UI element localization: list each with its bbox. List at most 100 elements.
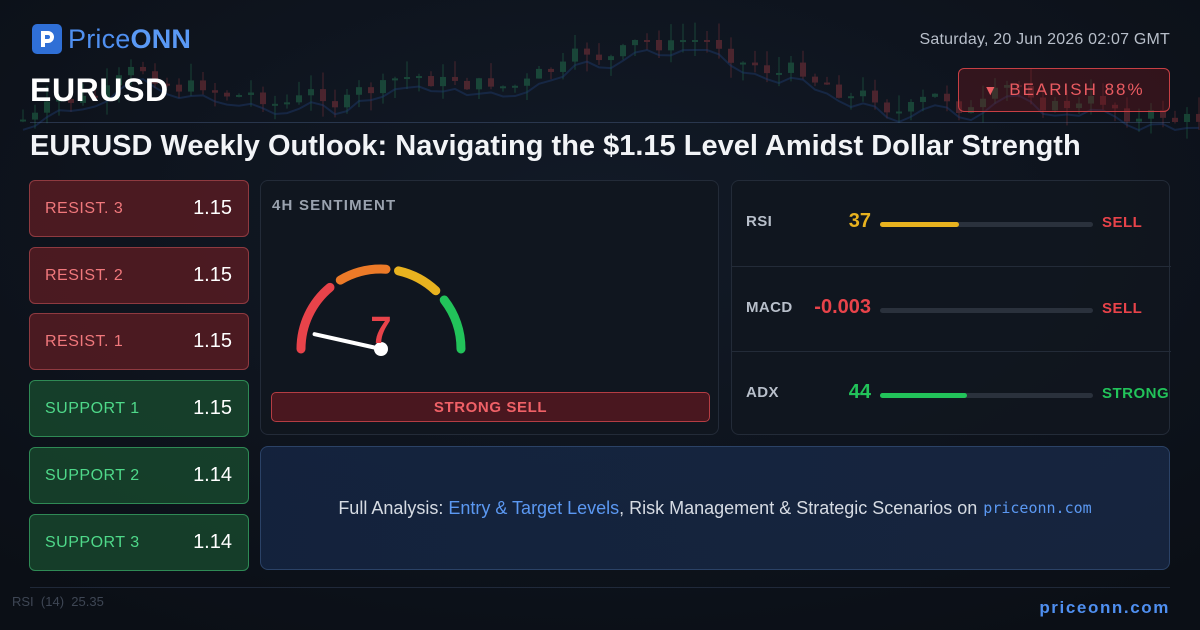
bg-candle-body	[68, 99, 74, 103]
bg-candle-body	[560, 61, 566, 72]
bg-candle-body	[236, 94, 242, 97]
gauge-needle	[312, 332, 383, 351]
bg-candle-body	[1148, 110, 1154, 119]
bg-candle-body	[464, 80, 470, 90]
level-card-resist-3: RESIST. 3 1.15	[29, 180, 249, 237]
title-divider	[30, 122, 1170, 123]
bg-candle-body	[908, 102, 914, 112]
bg-candle-body	[56, 99, 62, 102]
bg-candle-body	[764, 65, 770, 74]
bg-candle-body	[140, 66, 146, 72]
bg-candle-body	[212, 90, 218, 93]
bg-candle-body	[548, 68, 554, 72]
bg-candle-body	[896, 111, 902, 114]
gauge-hub	[374, 342, 388, 356]
level-value: 1.15	[193, 197, 232, 219]
bg-candle-body	[1160, 110, 1166, 118]
bg-candle-body	[176, 84, 182, 92]
bg-candle-body	[716, 40, 722, 49]
logo-mark-icon	[32, 24, 62, 54]
bg-candle-body	[476, 78, 482, 90]
indicator-value: 44	[848, 381, 871, 403]
indicator-row-adx: ADX 44 STRONG	[732, 351, 1171, 436]
level-value: 1.14	[193, 464, 232, 486]
promo-middle: , Risk Management & Strategic Scenarios …	[619, 497, 978, 518]
footer-site-link[interactable]: priceonn.com	[1039, 598, 1170, 617]
headline: EURUSD Weekly Outlook: Navigating the $1…	[30, 130, 1081, 162]
sentiment-gauge: 7	[296, 264, 466, 356]
bg-candle-body	[692, 40, 698, 42]
bg-candle-body	[1184, 113, 1190, 122]
gauge-segment-red	[296, 282, 335, 354]
bg-candle-body	[812, 76, 818, 83]
gauge-segment-orange	[335, 264, 391, 285]
level-card-resist-1: RESIST. 1 1.15	[29, 313, 249, 370]
bg-candle-body	[656, 40, 662, 51]
indicator-name: RSI	[746, 213, 773, 230]
bg-candle-body	[824, 82, 830, 85]
bg-candle-body	[1064, 100, 1070, 109]
bg-candle-body	[1100, 95, 1106, 105]
background-rsi-label: RSI (14) 25.35	[12, 594, 104, 609]
bg-candle-body	[848, 96, 854, 99]
priceonn-logo[interactable]: PriceONN	[32, 22, 191, 56]
indicator-signal: SELL	[1102, 300, 1143, 317]
bias-badge: ▼ BEARISH 88%	[958, 68, 1170, 112]
bg-candle-body	[32, 112, 38, 120]
symbol-title: EURUSD	[30, 72, 169, 108]
bg-candle-body	[752, 62, 758, 66]
bg-candle-body	[800, 62, 806, 77]
bg-candle-body	[104, 85, 110, 98]
bg-candle-body	[380, 80, 386, 94]
footer-divider	[30, 587, 1170, 588]
indicator-bar-fill	[880, 222, 959, 227]
indicator-value: 37	[848, 210, 871, 232]
level-label: SUPPORT 3	[45, 533, 140, 551]
bg-candle-body	[44, 101, 50, 113]
level-value: 1.15	[193, 264, 232, 286]
bg-candle-body	[1136, 118, 1142, 122]
bg-candle-body	[20, 119, 26, 122]
bg-candle-body	[524, 78, 530, 86]
down-triangle-icon: ▼	[983, 82, 998, 98]
bg-candle-body	[584, 48, 590, 55]
bg-candle-body	[932, 93, 938, 97]
bg-candle-body	[440, 76, 446, 87]
bg-candle-body	[920, 96, 926, 103]
bg-candle-body	[596, 54, 602, 61]
indicator-signal: SELL	[1102, 214, 1143, 231]
level-value: 1.15	[193, 330, 232, 352]
bg-candle-body	[1196, 113, 1200, 122]
bg-candle-body	[1172, 117, 1178, 122]
bg-candle-body	[668, 40, 674, 51]
bg-candle-body	[500, 86, 506, 89]
bg-candle-body	[680, 40, 686, 43]
bg-candle-body	[284, 102, 290, 105]
bg-candle-body	[704, 40, 710, 42]
level-label: RESIST. 3	[45, 199, 124, 217]
bg-candle-body	[968, 107, 974, 114]
bg-candle-body	[92, 95, 98, 98]
indicator-row-rsi: RSI 37 SELL	[732, 181, 1171, 266]
bg-candle-body	[1016, 85, 1022, 88]
full-analysis-banner[interactable]: Full Analysis: Entry & Target Levels , R…	[260, 446, 1170, 570]
bg-candle-body	[248, 92, 254, 95]
indicator-row-macd: MACD -0.003 SELL	[732, 266, 1171, 351]
sentiment-verdict: STRONG SELL	[271, 392, 710, 422]
bg-candle-body	[260, 92, 266, 105]
bg-candle-body	[392, 78, 398, 81]
bias-label: BEARISH 88%	[1009, 80, 1145, 99]
bg-candle-body	[1076, 103, 1082, 109]
promo-site-link[interactable]: priceonn.com	[983, 499, 1092, 517]
indicator-value: -0.003	[814, 296, 871, 318]
bg-candle-body	[860, 90, 866, 97]
sentiment-title: 4H SENTIMENT	[272, 197, 397, 214]
bg-candle-body	[344, 94, 350, 108]
bg-candle-body	[332, 101, 338, 108]
bg-candle-body	[980, 98, 986, 108]
level-card-support-3: SUPPORT 3 1.14	[29, 514, 249, 571]
bg-candle-body	[428, 76, 434, 87]
indicator-bar	[880, 308, 1093, 313]
bg-candle-body	[1088, 95, 1094, 104]
bg-candle-body	[308, 89, 314, 96]
